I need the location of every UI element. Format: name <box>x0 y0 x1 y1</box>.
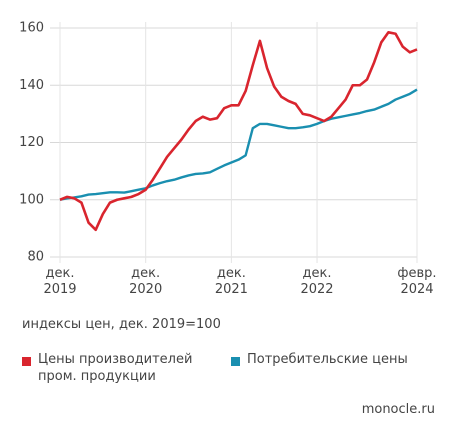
y-tick-label: 160 <box>19 21 44 36</box>
series-line <box>59 88 418 201</box>
x-tick-label: дек. 2019 <box>43 266 77 297</box>
legend-swatch <box>22 357 31 366</box>
source: monocle.ru <box>361 402 435 417</box>
x-tick-label: дек. 2020 <box>129 266 163 297</box>
y-tick-label: 100 <box>19 192 44 207</box>
legend-swatch <box>231 357 240 366</box>
y-tick-label: 80 <box>27 250 44 265</box>
series-line <box>59 30 418 232</box>
y-tick-label: 140 <box>19 78 44 93</box>
plot: 80 100 120 140 160 <box>19 21 418 265</box>
y-tick-label: 120 <box>19 135 44 150</box>
legend-label: Цены производителей пром. продукции <box>38 352 193 384</box>
x-tick-label: февр. 2024 <box>397 266 437 297</box>
x-tick-label: дек. 2022 <box>300 266 334 297</box>
x-tick-label: дек. 2021 <box>214 266 248 297</box>
annotation: индексы цен, дек. 2019=100 <box>22 317 221 332</box>
legend-label: Потребительские цены <box>247 352 408 367</box>
